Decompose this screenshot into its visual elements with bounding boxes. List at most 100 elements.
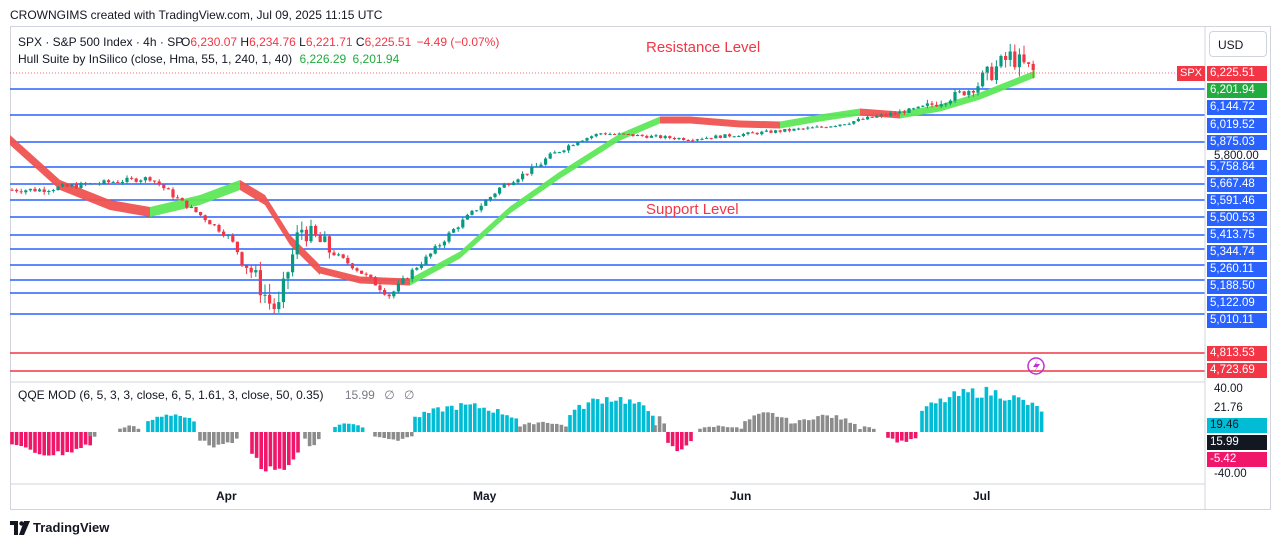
candle — [709, 137, 713, 140]
candle — [912, 107, 916, 110]
qqe-bar — [993, 390, 998, 432]
qqe-bar — [360, 427, 365, 432]
candle — [488, 196, 492, 202]
qqe-bar — [653, 425, 657, 432]
candle — [341, 253, 345, 259]
qqe-bar — [155, 416, 159, 432]
qqe-bar — [169, 415, 173, 432]
candle — [562, 149, 566, 154]
qqe-bar — [28, 432, 33, 450]
qqe-tick-neg40: -40.00 — [1214, 467, 1247, 480]
candle — [355, 267, 359, 273]
candle — [769, 129, 773, 134]
candle — [1004, 52, 1008, 68]
candle — [134, 177, 138, 183]
candle — [171, 187, 175, 200]
candle — [994, 60, 998, 85]
legend-indicator: Hull Suite by InSilico (close, Hma, 55, … — [18, 52, 399, 66]
candle — [438, 243, 442, 249]
candle — [291, 247, 295, 277]
candle — [866, 115, 870, 120]
candle — [102, 179, 106, 185]
candle — [222, 229, 226, 238]
hull-segment — [150, 195, 200, 217]
qqe-bar — [164, 414, 169, 432]
candle — [249, 264, 253, 279]
candle — [38, 187, 42, 192]
lightning-icon[interactable] — [1027, 357, 1045, 375]
candle — [383, 288, 387, 296]
qqe-bar — [405, 432, 409, 438]
support-label: Support Level — [646, 201, 739, 218]
qqe-bar — [843, 418, 848, 432]
qqe-bar — [984, 386, 989, 432]
qqe-bar — [42, 432, 46, 456]
candle — [695, 138, 699, 143]
qqe-bar — [132, 426, 136, 432]
candle — [346, 255, 350, 265]
qqe-bar — [417, 417, 422, 432]
level-tag-3: 5,758.84 — [1207, 159, 1267, 175]
qqe-bar — [568, 415, 572, 432]
qqe-bar — [264, 432, 268, 472]
qqe-bar — [146, 421, 150, 432]
qqe-bar — [230, 432, 234, 443]
qqe-bar — [761, 412, 766, 432]
qqe-bar — [970, 388, 975, 432]
qqe-bar — [536, 422, 541, 432]
qqe-bar — [37, 432, 42, 455]
candle — [245, 265, 249, 275]
candle — [737, 135, 741, 137]
hull-suite-band — [10, 70, 1035, 286]
qqe-bar — [577, 404, 581, 432]
candle — [636, 134, 640, 137]
candle — [157, 179, 161, 187]
qqe-bar — [966, 392, 970, 432]
candle — [590, 135, 594, 140]
candle — [240, 251, 244, 268]
qqe-bar — [70, 432, 74, 453]
hull-segment — [200, 180, 240, 205]
candle — [88, 182, 92, 185]
candle — [898, 109, 902, 114]
candle — [203, 214, 207, 223]
candle — [309, 219, 313, 243]
candle — [843, 124, 847, 126]
qqe-bar — [770, 412, 775, 432]
ohlc-o-value: 6,230.07 — [190, 35, 238, 49]
currency-button[interactable]: USD — [1209, 31, 1267, 57]
qqe-bar — [820, 414, 825, 432]
candle — [668, 135, 672, 140]
candle — [484, 198, 488, 206]
candle — [332, 250, 336, 256]
qqe-bar — [541, 421, 545, 432]
qqe-bar — [564, 426, 568, 432]
ohlc-l-key: L — [299, 35, 306, 49]
candle — [861, 117, 865, 120]
hull-segment — [940, 92, 980, 112]
qqe-bar — [436, 407, 440, 432]
hull-segment — [780, 114, 820, 129]
candle — [51, 188, 55, 193]
candle — [79, 181, 83, 189]
qqe-bar — [387, 432, 391, 440]
qqe-bar — [207, 432, 211, 446]
candle — [47, 189, 51, 195]
candle — [958, 89, 962, 94]
qqe-bar — [913, 432, 918, 439]
hull-segment — [240, 180, 265, 205]
qqe-bar — [637, 402, 641, 432]
level-tag-9: 5,260.11 — [1207, 261, 1267, 277]
qqe-bar — [957, 395, 961, 432]
qqe-bar — [675, 432, 679, 452]
qqe-bar — [482, 407, 486, 432]
qqe-bar — [65, 432, 69, 453]
candle — [797, 127, 801, 131]
qqe-bar — [618, 397, 623, 432]
qqe-bar — [920, 410, 924, 432]
candle — [723, 134, 727, 138]
candle — [525, 173, 529, 176]
qqe-bar — [118, 428, 122, 432]
qqe-bar — [989, 395, 993, 432]
